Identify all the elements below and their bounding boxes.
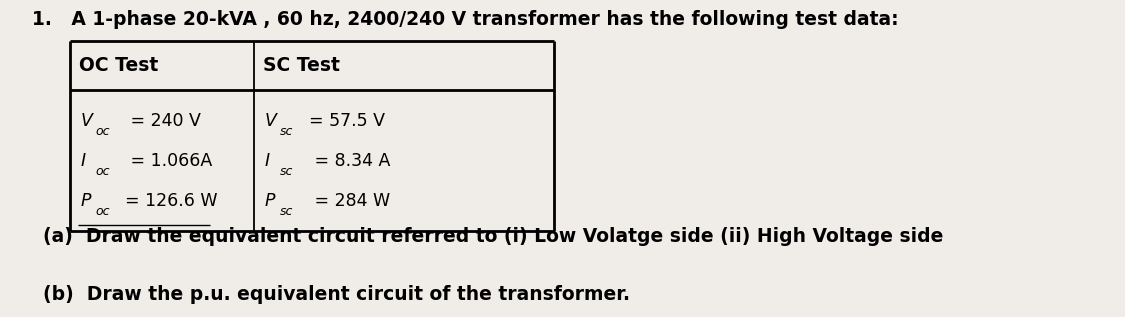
Text: = 1.066A: = 1.066A xyxy=(125,152,213,170)
Text: I: I xyxy=(81,152,87,170)
Text: oc: oc xyxy=(96,125,110,138)
Text: (a)  Draw the equivalent circuit referred to (i) Low Volatge side (ii) High Volt: (a) Draw the equivalent circuit referred… xyxy=(43,227,943,246)
Text: = 284 W: = 284 W xyxy=(308,192,390,210)
Text: sc: sc xyxy=(279,125,292,138)
Text: V: V xyxy=(264,112,277,130)
Text: OC Test: OC Test xyxy=(79,56,158,75)
Text: P: P xyxy=(264,192,276,210)
Text: oc: oc xyxy=(96,165,110,178)
Text: P: P xyxy=(81,192,91,210)
Text: sc: sc xyxy=(279,165,292,178)
Text: = 8.34 A: = 8.34 A xyxy=(308,152,390,170)
Text: V: V xyxy=(81,112,93,130)
Text: (b)  Draw the p.u. equivalent circuit of the transformer.: (b) Draw the p.u. equivalent circuit of … xyxy=(43,285,630,304)
Text: oc: oc xyxy=(96,205,110,218)
Text: I: I xyxy=(264,152,270,170)
Text: = 57.5 V: = 57.5 V xyxy=(308,112,385,130)
Text: SC Test: SC Test xyxy=(262,56,340,75)
Text: = 240 V: = 240 V xyxy=(125,112,200,130)
Text: 1.   A 1-phase 20-kVA , 60 hz, 2400/240 V transformer has the following test dat: 1. A 1-phase 20-kVA , 60 hz, 2400/240 V … xyxy=(32,10,898,29)
Text: sc: sc xyxy=(279,205,292,218)
Text: = 126.6 W: = 126.6 W xyxy=(125,192,217,210)
